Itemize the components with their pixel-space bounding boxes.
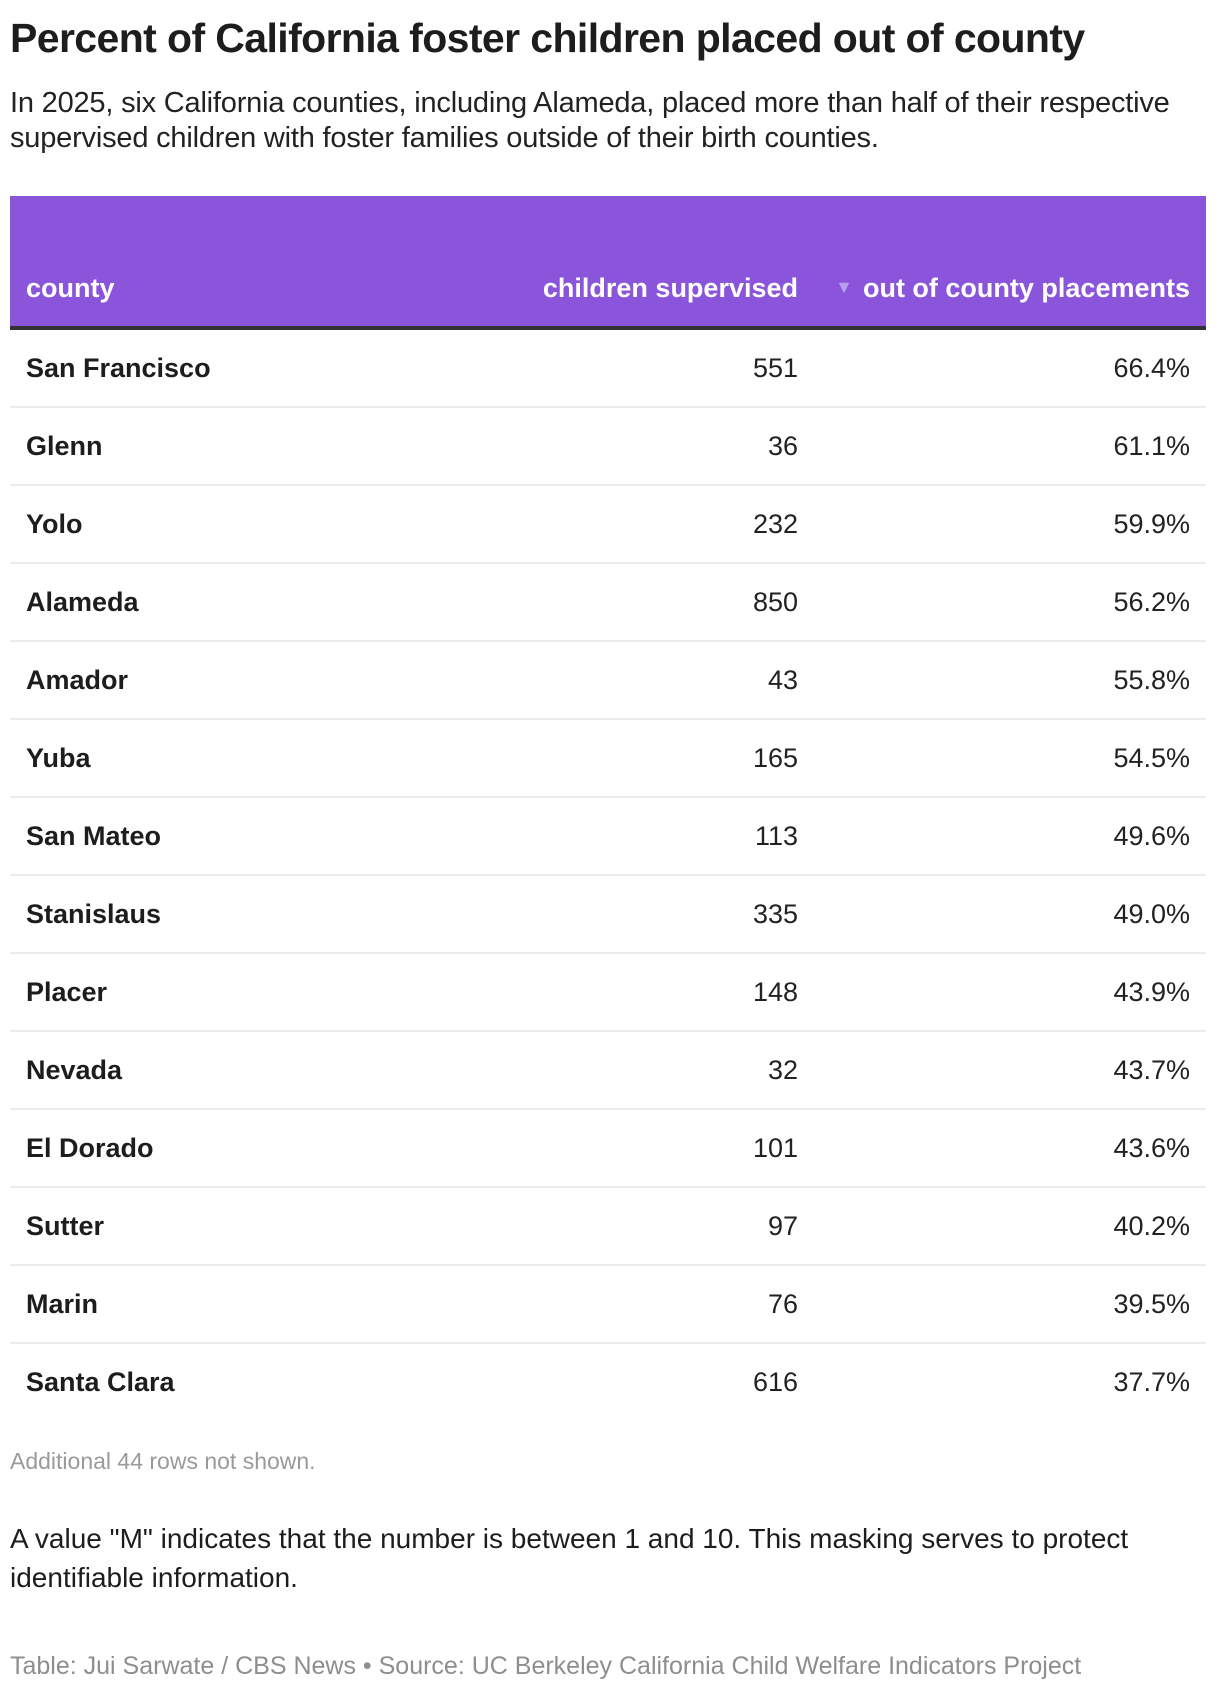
table-row: Sutter 97 40.2%	[10, 1187, 1206, 1266]
table-header: county children supervised ▼ out of count…	[10, 196, 1206, 330]
table-row: Santa Clara 616 37.7%	[10, 1343, 1206, 1420]
masking-note: A value "M" indicates that the number is…	[10, 1523, 1129, 1593]
children-supervised-cell: 43	[412, 641, 814, 720]
table-row: San Mateo 113 49.6%	[10, 797, 1206, 876]
out-of-county-cell: 43.7%	[814, 1031, 1206, 1110]
column-header-children-supervised[interactable]: children supervised	[412, 196, 814, 330]
table-row: El Dorado 101 43.6%	[10, 1109, 1206, 1188]
county-cell: El Dorado	[10, 1109, 412, 1188]
children-supervised-cell: 32	[412, 1031, 814, 1110]
table-row: Alameda 850 56.2%	[10, 563, 1206, 642]
table-row: Amador 43 55.8%	[10, 641, 1206, 720]
table-row: Stanislaus 335 49.0%	[10, 875, 1206, 954]
county-cell: Alameda	[10, 563, 412, 642]
page-title: Percent of California foster children pl…	[10, 15, 1085, 61]
children-supervised-cell: 165	[412, 719, 814, 798]
children-supervised-cell: 148	[412, 953, 814, 1032]
county-cell: Santa Clara	[26, 1366, 175, 1397]
children-supervised-cell: 551	[412, 328, 814, 408]
county-cell: Glenn	[10, 407, 412, 486]
out-of-county-cell: 61.1%	[814, 407, 1206, 486]
children-supervised-cell: 616	[752, 1366, 798, 1397]
county-cell: San Mateo	[10, 797, 412, 876]
children-supervised-cell: 97	[412, 1187, 814, 1266]
county-cell: Placer	[10, 953, 412, 1032]
out-of-county-cell: 55.8%	[814, 641, 1206, 720]
column-header-label: out of county placements	[862, 273, 1190, 303]
data-table: county children supervised ▼ out of count…	[10, 196, 1206, 1420]
county-cell: Nevada	[10, 1031, 412, 1110]
out-of-county-cell: 49.6%	[814, 797, 1206, 876]
children-supervised-cell: 101	[412, 1109, 814, 1188]
subtitle: In 2025, six California counties, includ…	[10, 87, 1170, 154]
column-header-label: county	[26, 273, 115, 303]
out-of-county-cell: 54.5%	[814, 719, 1206, 798]
table-row: Nevada 32 43.7%	[10, 1031, 1206, 1110]
table-row: Yolo 232 59.9%	[10, 485, 1206, 564]
out-of-county-cell: 43.9%	[814, 953, 1206, 1032]
out-of-county-cell: 66.4%	[814, 328, 1206, 408]
table-row: Marin 76 39.5%	[10, 1265, 1206, 1344]
county-cell: Amador	[10, 641, 412, 720]
source-credit: Table: Jui Sarwate / CBS News • Source: …	[10, 1652, 1082, 1680]
children-supervised-cell: 850	[412, 563, 814, 642]
sort-descending-icon: ▼	[835, 277, 853, 297]
table-row: Glenn 36 61.1%	[10, 407, 1206, 486]
children-supervised-cell: 232	[412, 485, 814, 564]
out-of-county-cell: 56.2%	[814, 563, 1206, 642]
out-of-county-cell: 43.6%	[814, 1109, 1206, 1188]
table-body: San Francisco 551 66.4% Glenn 36 61.1% Yolo 232…	[10, 328, 1206, 1420]
more-rows-note: Additional 44 rows not shown.	[10, 1448, 316, 1474]
column-header-out-of-county[interactable]: ▼ out of county placements	[814, 196, 1206, 330]
children-supervised-cell: 76	[412, 1265, 814, 1344]
children-supervised-cell: 36	[412, 407, 814, 486]
county-cell: Yolo	[10, 485, 412, 564]
county-cell: San Francisco	[10, 328, 412, 408]
out-of-county-cell: 37.7%	[1113, 1366, 1190, 1397]
county-cell: Yuba	[10, 719, 412, 798]
table-graphic: Percent of California foster children pl…	[10, 0, 1206, 1684]
children-supervised-cell: 113	[412, 797, 814, 876]
table-row: Yuba 165 54.5%	[10, 719, 1206, 798]
table-row: San Francisco 551 66.4%	[10, 328, 1206, 408]
county-cell: Marin	[10, 1265, 412, 1344]
county-cell: Stanislaus	[10, 875, 412, 954]
out-of-county-cell: 59.9%	[814, 485, 1206, 564]
column-header-county[interactable]: county	[10, 196, 412, 330]
out-of-county-cell: 49.0%	[814, 875, 1206, 954]
column-header-label: children supervised	[542, 273, 798, 303]
out-of-county-cell: 39.5%	[814, 1265, 1206, 1344]
out-of-county-cell: 40.2%	[814, 1187, 1206, 1266]
county-cell: Sutter	[10, 1187, 412, 1266]
table-row: Placer 148 43.9%	[10, 953, 1206, 1032]
children-supervised-cell: 335	[412, 875, 814, 954]
